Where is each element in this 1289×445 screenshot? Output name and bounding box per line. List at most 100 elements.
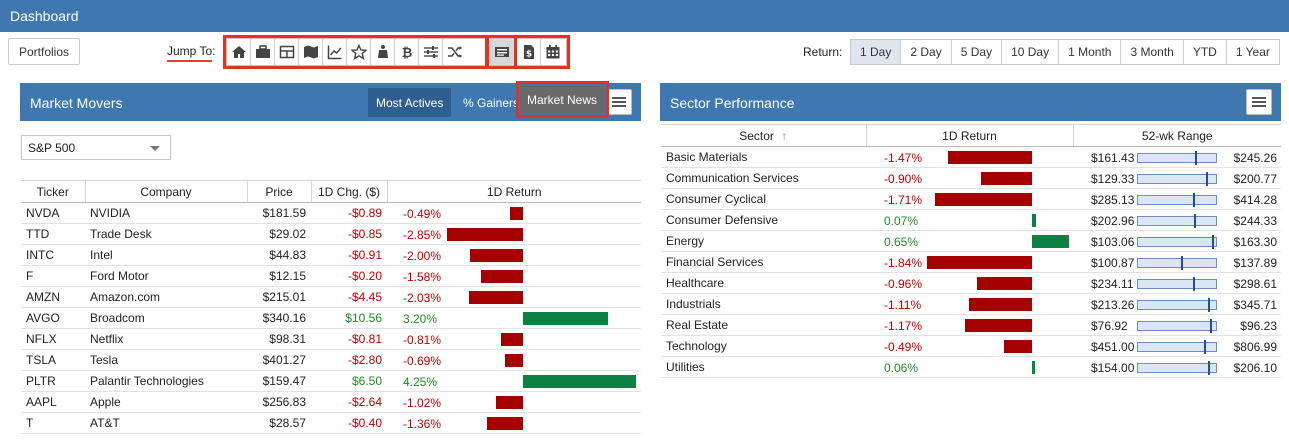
sector-cell[interactable]: Healthcare	[661, 272, 866, 294]
ticker-cell[interactable]: F	[21, 265, 85, 287]
ticker-cell[interactable]: INTC	[21, 244, 85, 266]
col-company[interactable]: Company	[85, 180, 248, 203]
range-high: $298.61	[1233, 277, 1277, 291]
top-bar: Dashboard	[0, 0, 1289, 32]
ticker-cell[interactable]: PLTR	[21, 370, 85, 392]
sector-cell[interactable]: Basic Materials	[661, 146, 866, 168]
sector-cell[interactable]: Consumer Defensive	[661, 209, 866, 231]
sector-cell[interactable]: Consumer Cyclical	[661, 188, 866, 210]
return-option-5-day[interactable]: 5 Day	[951, 40, 1003, 64]
sector-return-cell: -0.49%	[866, 335, 1073, 357]
col-sector-return[interactable]: 1D Return	[866, 124, 1074, 147]
sector-cell[interactable]: Industrials	[661, 293, 866, 315]
table-row[interactable]: NVDA NVIDIA $181.59 -$0.89 -0.49%	[21, 202, 641, 224]
bank-icon[interactable]	[371, 39, 395, 65]
sliders-icon[interactable]	[419, 39, 443, 65]
col-change[interactable]: 1D Chg. ($)	[311, 180, 388, 203]
table-icon[interactable]	[275, 39, 299, 65]
price-cell: $28.57	[247, 412, 311, 434]
table-row[interactable]: Utilities 0.06% $154.00 $206.10	[661, 356, 1281, 378]
chart-line-icon[interactable]	[323, 39, 347, 65]
table-row[interactable]: Basic Materials -1.47% $161.43 $245.26	[661, 146, 1281, 168]
table-row[interactable]: PLTR Palantir Technologies $159.47 $6.50 4.2…	[21, 370, 641, 392]
sector-menu-button[interactable]	[1246, 89, 1272, 115]
index-select[interactable]: S&P 500	[21, 135, 171, 160]
table-row[interactable]: Healthcare -0.96% $234.11 $298.61	[661, 272, 1281, 294]
ticker-cell[interactable]: TSLA	[21, 349, 85, 371]
home-icon[interactable]	[227, 39, 251, 65]
calendar-icon[interactable]	[541, 39, 565, 65]
table-row[interactable]: AVGO Broadcom $340.16 $10.56 3.20%	[21, 307, 641, 329]
return-option-3-month[interactable]: 3 Month	[1121, 40, 1184, 64]
sector-cell[interactable]: Real Estate	[661, 314, 866, 336]
table-row[interactable]: T AT&T $28.57 -$0.40 -1.36%	[21, 412, 641, 434]
sector-cell[interactable]: Financial Services	[661, 251, 866, 273]
table-row[interactable]: TTD Trade Desk $29.02 -$0.85 -2.85%	[21, 223, 641, 245]
sector-return-cell: 0.07%	[866, 209, 1073, 231]
sector-performance-header: Sector Performance	[660, 83, 1281, 121]
col-sector[interactable]: Sector ↑	[661, 124, 867, 147]
col-price[interactable]: Price	[247, 180, 312, 203]
map-icon[interactable]	[299, 39, 323, 65]
company-cell: Ford Motor	[85, 265, 247, 287]
return-option-1-month[interactable]: 1 Month	[1059, 40, 1122, 64]
index-select-value: S&P 500	[28, 140, 76, 155]
tab-gainers[interactable]: % Gainers	[463, 95, 520, 110]
table-row[interactable]: TSLA Tesla $401.27 -$2.80 -0.69%	[21, 349, 641, 371]
table-row[interactable]: AAPL Apple $256.83 -$2.64 -1.02%	[21, 391, 641, 413]
change-cell: $10.56	[311, 307, 387, 329]
ticker-cell[interactable]: T	[21, 412, 85, 434]
table-row[interactable]: NFLX Netflix $98.31 -$0.81 -0.81%	[21, 328, 641, 350]
return-option-ytd[interactable]: YTD	[1183, 40, 1227, 64]
table-row[interactable]: Industrials -1.11% $213.26 $345.71	[661, 293, 1281, 315]
table-row[interactable]: INTC Intel $44.83 -$0.91 -2.00%	[21, 244, 641, 266]
ticker-cell[interactable]: NFLX	[21, 328, 85, 350]
table-row[interactable]: F Ford Motor $12.15 -$0.20 -1.58%	[21, 265, 641, 287]
bitcoin-icon[interactable]: ₿	[395, 39, 419, 65]
sector-return-bar	[968, 298, 1032, 311]
range-marker	[1209, 319, 1212, 333]
sector-cell[interactable]: Energy	[661, 230, 866, 252]
range-low: $451.00	[1091, 340, 1135, 354]
sector-return-bar	[977, 277, 1032, 290]
briefcase-icon[interactable]	[251, 39, 275, 65]
ticker-cell[interactable]: AMZN	[21, 286, 85, 308]
tab-most-actives[interactable]: Most Actives	[368, 88, 452, 117]
sector-return-bar	[965, 319, 1032, 332]
table-row[interactable]: Consumer Cyclical -1.71% $285.13 $414.28	[661, 188, 1281, 210]
company-cell: NVIDIA	[85, 202, 247, 224]
table-row[interactable]: Communication Services -0.90% $129.33 $200.…	[661, 167, 1281, 189]
col-ticker[interactable]: Ticker	[21, 180, 86, 203]
change-cell: -$0.89	[311, 202, 387, 224]
return-option-2-day[interactable]: 2 Day	[901, 40, 952, 64]
ticker-cell[interactable]: AAPL	[21, 391, 85, 413]
table-row[interactable]: Energy 0.65% $103.06 $163.30	[661, 230, 1281, 252]
return-bar	[486, 417, 523, 430]
sector-cell[interactable]: Technology	[661, 335, 866, 357]
portfolios-button[interactable]: Portfolios	[8, 38, 80, 65]
table-row[interactable]: Consumer Defensive 0.07% $202.96 $244.33	[661, 209, 1281, 231]
market-movers-menu-button[interactable]	[606, 89, 632, 115]
sector-cell[interactable]: Utilities	[661, 356, 866, 378]
ticker-cell[interactable]: TTD	[21, 223, 85, 245]
shuffle-icon[interactable]	[443, 39, 467, 65]
ticker-cell[interactable]: AVGO	[21, 307, 85, 329]
range-high: $806.99	[1233, 340, 1277, 354]
sector-return-bar	[1004, 340, 1032, 353]
return-option-10-day[interactable]: 10 Day	[1002, 40, 1060, 64]
col-return[interactable]: 1D Return	[387, 180, 641, 203]
table-row[interactable]: Real Estate -1.17% $76.92 $96.23	[661, 314, 1281, 336]
jump-to-label: Jump To:	[167, 44, 216, 58]
col-range[interactable]: 52-wk Range	[1073, 124, 1281, 147]
return-option-1-year[interactable]: 1 Year	[1226, 40, 1279, 64]
table-row[interactable]: Financial Services -1.84% $100.87 $137.89	[661, 251, 1281, 273]
price-cell: $340.16	[247, 307, 311, 329]
return-option-1-day[interactable]: 1 Day	[851, 40, 902, 64]
star-icon[interactable]	[347, 39, 371, 65]
table-row[interactable]: Technology -0.49% $451.00 $806.99	[661, 335, 1281, 357]
table-row[interactable]: AMZN Amazon.com $215.01 -$4.45 -2.03%	[21, 286, 641, 308]
news-icon[interactable]	[489, 39, 515, 65]
ticker-cell[interactable]: NVDA	[21, 202, 85, 224]
dollar-document-icon[interactable]: $	[517, 39, 541, 65]
sector-cell[interactable]: Communication Services	[661, 167, 866, 189]
